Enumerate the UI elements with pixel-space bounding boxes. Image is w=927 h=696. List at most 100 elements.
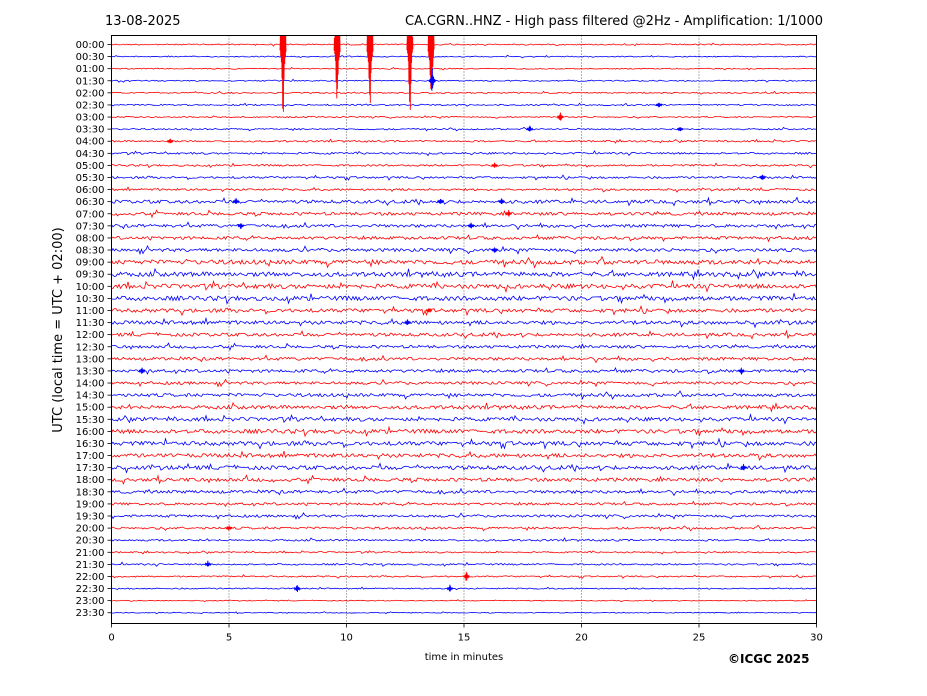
y-tick-label: 19:30 (76, 512, 105, 523)
x-tick-label: 0 (108, 633, 114, 644)
trace-0100 (111, 67, 817, 71)
event-burst (232, 198, 240, 204)
trace-1500 (111, 401, 817, 413)
trace-0300 (111, 115, 817, 119)
y-tick-label: 18:30 (76, 487, 105, 498)
copyright-credit: ©ICGC 2025 (728, 652, 810, 666)
trace-2100 (111, 550, 817, 555)
trace-1830 (111, 487, 817, 497)
trace-0400 (111, 138, 817, 144)
y-tick-label: 22:30 (76, 584, 105, 595)
y-tick-label: 12:30 (76, 342, 105, 353)
y-tick-label: 11:00 (76, 306, 105, 317)
y-tick-label: 08:30 (76, 246, 105, 257)
trace-0030 (111, 54, 817, 59)
event-burst (237, 223, 245, 229)
event-burst (138, 367, 146, 374)
event-burst (279, 35, 287, 112)
vertical-grid-lines (228, 35, 700, 624)
event-burst (759, 174, 766, 180)
trace-1630 (111, 437, 817, 450)
trace-0430 (111, 150, 817, 157)
y-tick-label: 17:00 (76, 451, 105, 462)
event-burst (676, 127, 684, 132)
y-tick-label: 05:00 (76, 161, 105, 172)
trace-0700 (111, 209, 817, 219)
trace-1130 (111, 316, 817, 329)
y-tick-label: 10:30 (76, 294, 105, 305)
event-burst (225, 525, 233, 531)
trace-0330 (111, 126, 817, 132)
trace-1730 (111, 462, 817, 474)
trace-0600 (111, 186, 817, 193)
x-tick-label: 5 (226, 633, 232, 644)
x-tick-label: 25 (693, 633, 706, 644)
y-tick-label: 23:00 (76, 596, 105, 607)
x-axis-label: time in minutes (425, 652, 504, 663)
y-tick-label: 18:00 (76, 475, 105, 486)
x-tick-label: 10 (340, 633, 353, 644)
y-tick-label: 07:00 (76, 209, 105, 220)
y-tick-label: 08:00 (76, 233, 105, 244)
y-tick-label: 22:00 (76, 572, 105, 583)
trace-1100 (111, 305, 817, 317)
seismic-events (138, 35, 766, 593)
y-tick-label: 14:00 (76, 379, 105, 390)
event-burst (526, 125, 534, 132)
trace-1030 (111, 293, 817, 305)
y-tick-label: 02:30 (76, 100, 105, 111)
y-tick-label: 15:00 (76, 403, 105, 414)
event-burst (491, 247, 498, 253)
x-axis-ticks: 0 5 10 15 20 25 30 (108, 623, 823, 644)
event-burst (467, 222, 475, 229)
event-burst (293, 584, 301, 593)
y-tick-label: 14:30 (76, 391, 105, 402)
x-tick-label: 20 (575, 633, 588, 644)
y-tick-label: 20:00 (76, 524, 105, 535)
trace-0830 (111, 244, 817, 256)
event-burst (204, 560, 212, 567)
trace-2000 (111, 524, 817, 532)
trace-0630 (111, 196, 817, 207)
event-burst (505, 210, 512, 217)
event-burst (166, 138, 174, 144)
y-tick-label: 19:00 (76, 499, 105, 510)
y-tick-label: 16:00 (76, 427, 105, 438)
y-tick-label: 16:30 (76, 439, 105, 450)
trace-1430 (111, 390, 817, 400)
event-burst (425, 308, 433, 313)
trace-0000 (111, 42, 817, 47)
event-burst (462, 571, 470, 581)
event-burst (498, 198, 506, 205)
event-burst (437, 198, 444, 204)
y-tick-label: 23:30 (76, 608, 105, 619)
y-tick-label: 21:30 (76, 560, 105, 571)
trace-1530 (111, 413, 817, 425)
trace-0930 (111, 267, 817, 281)
trace-1230 (111, 342, 817, 351)
y-tick-label: 02:00 (76, 88, 105, 99)
y-tick-label: 20:30 (76, 536, 105, 547)
trace-2230 (111, 586, 817, 591)
trace-2300 (111, 599, 817, 603)
trace-1800 (111, 474, 817, 485)
trace-0900 (111, 255, 817, 269)
y-tick-label: 17:30 (76, 463, 105, 474)
y-tick-label: 00:00 (76, 40, 105, 51)
y-tick-label: 09:00 (76, 258, 105, 269)
trace-1400 (111, 378, 817, 388)
trace-0230 (111, 102, 817, 107)
trace-2130 (111, 561, 817, 567)
y-tick-label: 03:30 (76, 125, 105, 136)
y-tick-label: 11:30 (76, 318, 105, 329)
trace-1300 (111, 354, 817, 364)
event-burst (737, 367, 745, 374)
y-tick-label: 09:30 (76, 270, 105, 281)
y-tick-label: 01:00 (76, 64, 105, 75)
event-burst (428, 68, 436, 91)
y-tick-label: 04:00 (76, 137, 105, 148)
event-burst (491, 162, 498, 168)
y-axis-label: UTC (local time = UTC + 02:00) (51, 227, 66, 432)
trace-0500 (111, 162, 817, 169)
